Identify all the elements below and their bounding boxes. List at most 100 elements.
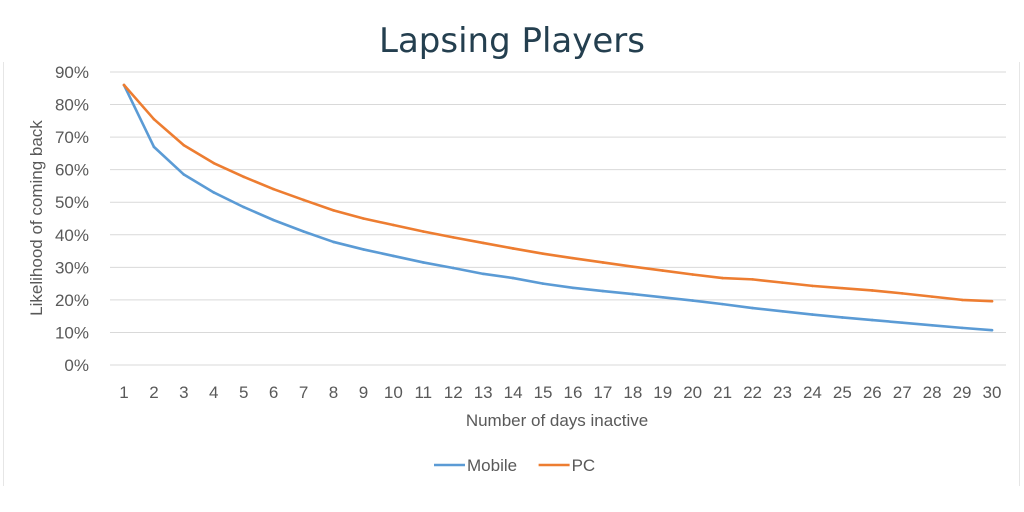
data-point-mobile bbox=[721, 302, 724, 306]
x-axis-ticks: 1 2 3 4 5 6 7 8 9 10 11 12 13 14 15 16 17 18 19 20 21 22 23 24 2… bbox=[119, 383, 1001, 402]
x-tick-label: 28 bbox=[923, 383, 942, 402]
x-tick-label: 21 bbox=[713, 383, 732, 402]
x-tick-label: 6 bbox=[269, 383, 278, 402]
data-point-pc bbox=[242, 175, 246, 179]
series-lines bbox=[122, 83, 994, 332]
data-point-mobile bbox=[272, 218, 275, 222]
gridlines bbox=[110, 71, 1006, 366]
x-tick-label: 1 bbox=[119, 383, 128, 402]
data-point-mobile bbox=[362, 248, 365, 251]
data-point-pc bbox=[601, 261, 605, 264]
data-point-pc bbox=[870, 289, 874, 292]
legend-label-pc: PC bbox=[572, 456, 596, 475]
x-tick-label: 16 bbox=[564, 383, 583, 402]
data-point-mobile bbox=[751, 306, 754, 310]
data-point-pc bbox=[481, 241, 485, 245]
x-tick-label: 23 bbox=[773, 383, 792, 402]
data-point-pc bbox=[661, 269, 665, 272]
data-point-pc bbox=[362, 217, 365, 220]
data-point-pc bbox=[930, 295, 934, 298]
x-tick-label: 9 bbox=[359, 383, 368, 402]
data-point-mobile bbox=[451, 266, 455, 270]
x-tick-label: 19 bbox=[653, 383, 672, 402]
x-tick-label: 5 bbox=[239, 383, 248, 402]
y-tick-label: 40% bbox=[55, 226, 89, 245]
y-tick-label: 0% bbox=[64, 356, 89, 375]
x-tick-label: 8 bbox=[329, 383, 338, 402]
data-point-pc bbox=[122, 83, 126, 87]
series-line-mobile bbox=[122, 83, 994, 332]
x-tick-label: 7 bbox=[299, 383, 308, 402]
data-point-mobile bbox=[960, 326, 964, 330]
data-point-pc bbox=[152, 117, 156, 121]
data-point-mobile bbox=[392, 254, 395, 258]
data-point-mobile bbox=[242, 205, 246, 209]
legend-label-mobile: Mobile bbox=[467, 456, 517, 475]
data-point-pc bbox=[900, 292, 904, 295]
legend: Mobile PC bbox=[434, 456, 595, 475]
x-tick-label: 4 bbox=[209, 383, 218, 402]
y-tick-label: 50% bbox=[55, 193, 89, 212]
data-point-pc bbox=[721, 276, 724, 280]
data-point-mobile bbox=[781, 309, 784, 313]
x-tick-label: 15 bbox=[534, 383, 553, 402]
x-tick-label: 12 bbox=[444, 383, 463, 402]
data-point-pc bbox=[751, 278, 754, 281]
y-tick-label: 80% bbox=[55, 96, 89, 115]
x-axis-title: Number of days inactive bbox=[466, 411, 648, 430]
data-point-pc bbox=[332, 209, 335, 212]
x-tick-label: 11 bbox=[414, 383, 432, 402]
series-line-pc bbox=[122, 83, 994, 303]
y-tick-label: 10% bbox=[55, 323, 89, 342]
data-point-mobile bbox=[930, 323, 934, 327]
data-point-mobile bbox=[541, 282, 545, 285]
x-tick-label: 26 bbox=[863, 383, 882, 402]
data-point-pc bbox=[811, 284, 814, 288]
data-point-pc bbox=[781, 281, 784, 284]
data-point-pc bbox=[182, 143, 186, 147]
data-point-pc bbox=[571, 256, 575, 260]
data-point-mobile bbox=[422, 261, 425, 264]
y-tick-label: 60% bbox=[55, 161, 89, 180]
data-point-pc bbox=[212, 161, 216, 165]
x-tick-label: 3 bbox=[179, 383, 188, 402]
data-point-mobile bbox=[990, 328, 994, 332]
x-tick-label: 13 bbox=[474, 383, 493, 402]
data-point-pc bbox=[302, 198, 305, 202]
chart-title: Lapsing Players bbox=[379, 21, 645, 61]
x-tick-label: 29 bbox=[953, 383, 972, 402]
data-point-pc bbox=[960, 298, 964, 302]
data-point-pc bbox=[511, 247, 515, 250]
data-point-pc bbox=[272, 187, 275, 191]
data-point-pc bbox=[541, 252, 545, 255]
data-point-mobile bbox=[481, 272, 485, 276]
data-point-pc bbox=[392, 223, 395, 227]
y-tick-label: 70% bbox=[55, 128, 89, 147]
data-point-mobile bbox=[870, 318, 874, 322]
data-point-mobile bbox=[152, 145, 156, 149]
data-point-mobile bbox=[631, 292, 635, 296]
y-tick-label: 30% bbox=[55, 258, 89, 277]
x-tick-label: 24 bbox=[803, 383, 822, 402]
x-tick-label: 2 bbox=[149, 383, 158, 402]
data-point-mobile bbox=[332, 240, 335, 244]
data-point-mobile bbox=[571, 286, 575, 290]
x-tick-label: 22 bbox=[743, 383, 762, 402]
data-point-pc bbox=[631, 265, 635, 268]
y-axis-ticks: 0% 10% 20% 30% 40% 50% 60% 70% 80% 90% bbox=[55, 63, 89, 375]
y-axis-title: Likelihood of coming back bbox=[27, 120, 46, 316]
data-point-pc bbox=[422, 230, 425, 233]
data-point-mobile bbox=[601, 289, 605, 293]
x-tick-label: 14 bbox=[504, 383, 523, 402]
data-point-mobile bbox=[212, 191, 216, 194]
data-point-mobile bbox=[841, 316, 844, 319]
x-tick-label: 18 bbox=[623, 383, 642, 402]
x-tick-label: 30 bbox=[983, 383, 1002, 402]
x-tick-label: 20 bbox=[683, 383, 702, 402]
x-tick-label: 25 bbox=[833, 383, 852, 402]
x-tick-label: 27 bbox=[893, 383, 912, 402]
y-tick-label: 20% bbox=[55, 291, 89, 310]
data-point-mobile bbox=[811, 313, 814, 316]
data-point-pc bbox=[691, 273, 694, 276]
